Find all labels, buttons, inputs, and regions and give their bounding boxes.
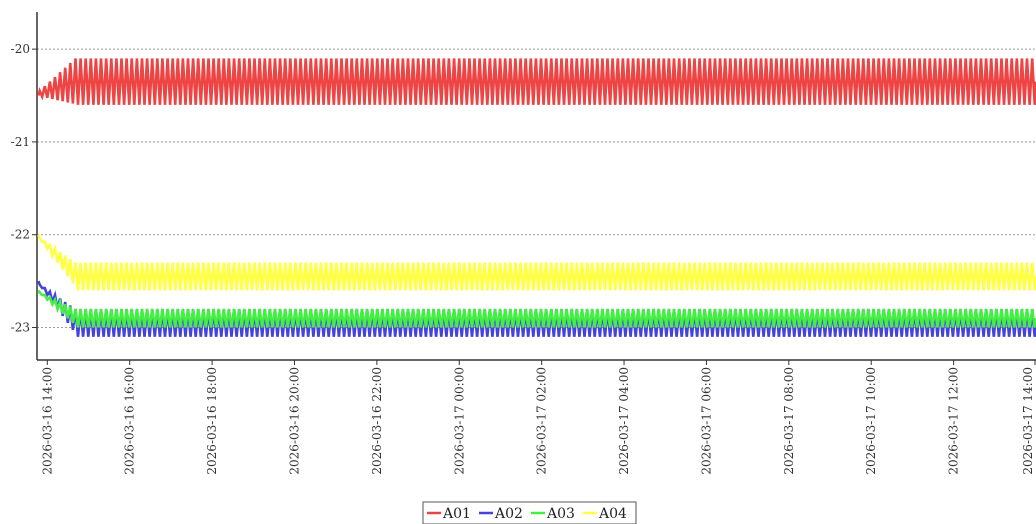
y-tick-label: -22: [11, 228, 30, 242]
tick-labels: -20 -21 -22 -23 2026-03-16 14:00 2026-03-16 1…: [11, 42, 1035, 474]
legend-label-a01: A01: [442, 506, 471, 522]
y-tick-label: -21: [11, 135, 30, 149]
series-line-a04: [37, 234, 1036, 291]
x-tick-label: 2026-03-16 22:00: [370, 367, 384, 475]
x-tick-label: 2026-03-17 10:00: [864, 367, 878, 475]
x-tick-label: 2026-03-17 14:00: [1021, 367, 1035, 475]
x-tick-label: 2026-03-17 12:00: [947, 367, 961, 475]
legend-box: [422, 501, 637, 524]
x-tick-label: 2026-03-17 00:00: [452, 367, 466, 475]
legend-label-a03: A03: [546, 506, 575, 522]
x-tick-label: 2026-03-17 06:00: [699, 367, 713, 475]
series-lines: [37, 58, 1036, 337]
x-tick-label: 2026-03-17 02:00: [535, 367, 549, 475]
x-tick-label: 2026-03-17 04:00: [617, 367, 631, 475]
legend-label-a02: A02: [494, 506, 523, 522]
x-tick-label: 2026-03-16 14:00: [40, 367, 54, 475]
x-tick-label: 2026-03-16 20:00: [287, 367, 301, 475]
axes: [32, 12, 1036, 365]
x-tick-label: 2026-03-17 08:00: [782, 367, 796, 475]
legend: A01 A02 A03 A04: [422, 501, 637, 524]
series-line-a01: [37, 58, 1036, 105]
series-line-a03: [37, 289, 1036, 328]
y-tick-label: -23: [11, 321, 30, 335]
legend-label-a04: A04: [598, 506, 627, 522]
x-tick-label: 2026-03-16 16:00: [123, 367, 137, 475]
x-tick-label: 2026-03-16 18:00: [205, 367, 219, 475]
y-tick-label: -20: [11, 42, 30, 56]
